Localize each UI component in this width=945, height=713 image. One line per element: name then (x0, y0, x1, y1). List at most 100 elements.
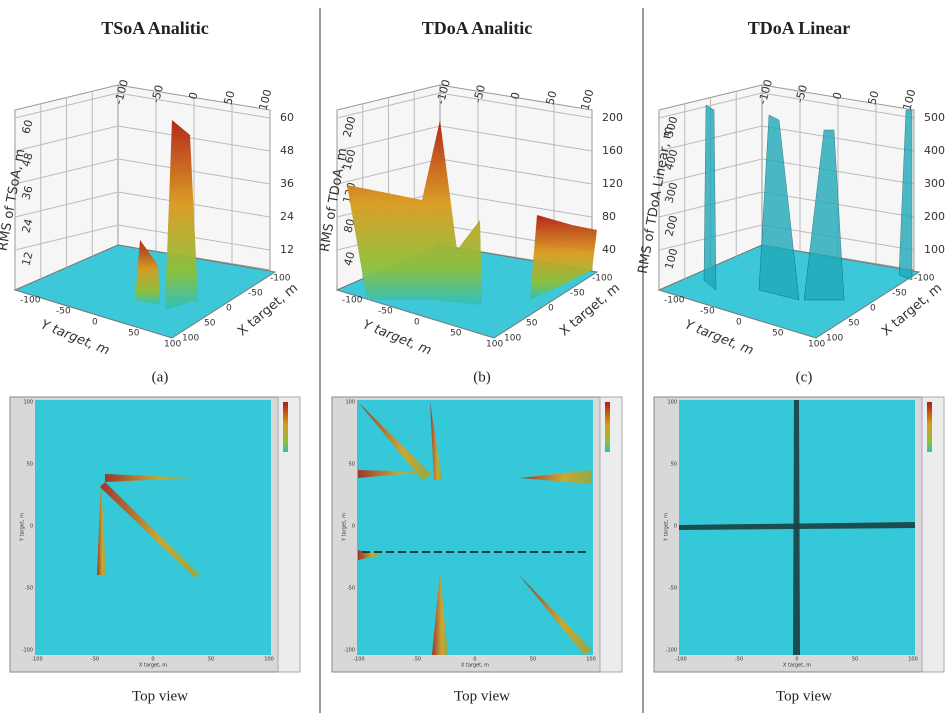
x-tick-label: 0 (795, 657, 798, 663)
panel-title: TSoA Analitic (101, 18, 209, 38)
z-tick-label: 40 (602, 243, 616, 256)
floor-tick-label: 0 (92, 318, 98, 328)
top-view-y-label: Y target, m (342, 513, 348, 542)
wall-grid (658, 125, 915, 152)
wall-grid (658, 191, 915, 218)
top-tick-label: -100 (434, 78, 453, 105)
panel-caption: (b) (473, 369, 491, 385)
z-tick-label: 200 (341, 115, 359, 139)
wall-grid (14, 125, 271, 152)
x-tick-label: -50 (735, 657, 743, 663)
colorbar (605, 402, 610, 452)
top-tick-label: 0 (830, 91, 844, 101)
z-tick-label: 200 (663, 214, 681, 238)
z-tick-label: 400 (924, 144, 945, 157)
z-tick-label: 160 (341, 148, 359, 172)
z-tick-label: 12 (280, 243, 294, 256)
floor-tick-label: 0 (870, 304, 876, 314)
z-tick-label: 500 (663, 115, 681, 139)
floor-tick-label: 50 (526, 319, 538, 329)
top-view-feature (358, 402, 432, 480)
z-tick-label: 200 (924, 210, 945, 223)
z-tick-label: 300 (663, 181, 681, 205)
floor-tick-label: -50 (700, 307, 715, 317)
floor-tick-label: 100 (504, 334, 521, 344)
y-tick-label: 50 (27, 462, 33, 468)
top-view-feature (679, 522, 915, 530)
floor-tick-label: -50 (248, 289, 263, 299)
floor-tick-label: 50 (204, 319, 216, 329)
top-tick-label: 50 (221, 89, 237, 106)
top-view-caption: Top view (132, 688, 188, 704)
x-tick-label: -100 (675, 657, 686, 663)
top-tick-label: 0 (186, 91, 200, 101)
surface-peak (530, 215, 597, 300)
side-panel (277, 396, 301, 673)
wall-grid (658, 224, 915, 251)
surface-peak (703, 104, 717, 291)
x-tick-label: 100 (264, 657, 274, 663)
floor-tick-label: -50 (378, 307, 393, 317)
z-tick-label: 40 (341, 250, 357, 267)
floor-tick-label: 0 (736, 318, 742, 328)
top-view-x-label: X target, m (139, 663, 167, 669)
floor-tick-label: 50 (450, 329, 462, 339)
wall-grid (14, 191, 271, 218)
x-tick-label: -50 (91, 657, 99, 663)
top-tick-label: 50 (865, 89, 881, 106)
z-tick-label: 36 (19, 184, 35, 201)
colorbar (927, 402, 932, 452)
z-tick-label: 100 (663, 247, 681, 271)
y-axis-label: Y target, m (38, 317, 111, 358)
floor-tick-label: 100 (808, 340, 825, 350)
panel-title: TDoA Analitic (422, 18, 533, 38)
z-tick-label: 24 (280, 210, 294, 223)
top-view-caption: Top view (776, 688, 832, 704)
panel: TSoA Analitic 60 60 48 48 36 36 24 24 12 12 -100 -50… (0, 18, 301, 704)
floor-tick-label: 0 (548, 304, 554, 314)
floor-tick-label: -100 (342, 296, 363, 306)
y-tick-label: -50 (347, 586, 355, 592)
y-tick-label: -50 (669, 586, 677, 592)
surface-peak (803, 129, 845, 301)
top-tick-label: 100 (257, 88, 275, 112)
floor-tick-label: 50 (772, 329, 784, 339)
top-tick-label: -50 (793, 84, 810, 105)
surface-peak (758, 114, 800, 301)
y-tick-label: -100 (22, 648, 33, 654)
y-tick-label: 100 (23, 400, 33, 406)
wall-grid (14, 158, 271, 185)
x-tick-label: -50 (413, 657, 421, 663)
z-tick-label: 100 (924, 243, 945, 256)
x-tick-label: 100 (908, 657, 918, 663)
z-tick-label: 80 (602, 210, 616, 223)
wall-grid (14, 92, 271, 119)
floor-tick-label: -100 (664, 296, 685, 306)
top-view-x-label: X target, m (461, 663, 489, 669)
floor-tick-label: -100 (592, 274, 613, 284)
floor-tick-label: -100 (914, 274, 935, 284)
side-panel (599, 396, 623, 673)
z-tick-label: 36 (280, 177, 294, 190)
y-tick-label: 0 (30, 524, 33, 530)
z-tick-label: 60 (280, 111, 294, 124)
floor-tick-label: -50 (892, 289, 907, 299)
wall-grid (658, 92, 915, 119)
surface-peak (135, 240, 160, 305)
top-tick-label: 100 (901, 88, 919, 112)
top-tick-label: 0 (508, 91, 522, 101)
floor-tick-label: 100 (182, 334, 199, 344)
top-view-feature (105, 474, 195, 482)
y-tick-label: 0 (674, 524, 677, 530)
z-tick-label: 300 (924, 177, 945, 190)
top-view-feature (519, 575, 592, 655)
x-tick-label: -100 (31, 657, 42, 663)
top-view-y-label: Y target, m (20, 513, 26, 542)
y-axis-label: Y target, m (360, 317, 433, 358)
top-tick-label: 100 (579, 88, 597, 112)
z-tick-label: 24 (19, 217, 35, 234)
y-tick-label: -100 (344, 648, 355, 654)
wall-grid (658, 158, 915, 185)
floor-tick-label: 50 (128, 329, 140, 339)
